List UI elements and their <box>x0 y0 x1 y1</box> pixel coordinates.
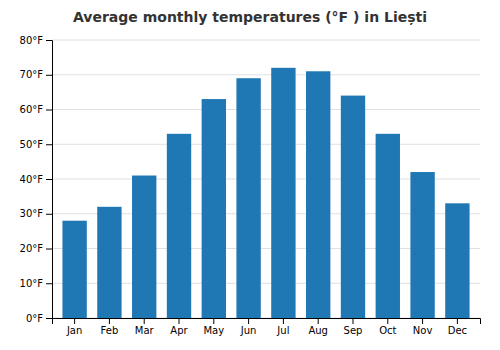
y-tick-mark <box>46 214 52 215</box>
y-tick-label: 80°F <box>20 35 44 46</box>
y-tick-label: 70°F <box>20 69 44 80</box>
bar <box>167 134 191 318</box>
bar <box>410 172 434 318</box>
x-tick: Mar <box>135 318 155 336</box>
x-tick-mark <box>283 318 284 324</box>
bar <box>236 78 260 318</box>
x-tick-mark <box>457 318 458 324</box>
x-tick-label: Apr <box>170 325 188 336</box>
x-tick-label: Jun <box>240 325 257 336</box>
y-tick: 10°F <box>20 278 52 289</box>
x-tick-mark <box>318 318 319 324</box>
y-tick-label: 0°F <box>26 313 43 324</box>
x-tick: Apr <box>170 318 188 336</box>
y-axis: 0°F 10°F 20°F 30°F 40°F 50°F 60°F 70°F 80°F <box>20 35 53 324</box>
x-tick-mark <box>109 318 110 324</box>
x-tick: Oct <box>379 318 396 336</box>
y-tick-mark <box>46 283 52 284</box>
bar <box>97 207 121 318</box>
x-tick-label: Mar <box>135 325 155 336</box>
x-tick: Aug <box>308 318 328 336</box>
x-tick-label: May <box>203 325 224 336</box>
y-tick: 30°F <box>20 208 52 219</box>
grid-line <box>52 74 480 75</box>
x-tick: Jan <box>66 318 82 336</box>
x-axis: Jan Feb Mar Apr May Jun Jul Aug Sep Oct Nov Dec <box>53 318 481 336</box>
x-tick: Dec <box>448 318 467 336</box>
x-tick-label: Aug <box>308 325 328 336</box>
bar <box>341 96 365 318</box>
y-tick: 0°F <box>26 313 52 324</box>
x-tick-mark <box>179 318 180 324</box>
y-tick-mark <box>46 318 52 319</box>
y-tick: 80°F <box>20 35 52 46</box>
y-tick-mark <box>46 144 52 145</box>
grid-line <box>52 109 480 110</box>
chart: 0°F 10°F 20°F 30°F 40°F 50°F 60°F 70°F 80°F Jan Fe… <box>0 0 500 350</box>
bar <box>132 176 156 318</box>
grid-line <box>52 144 480 145</box>
y-tick-label: 10°F <box>20 278 44 289</box>
y-tick: 50°F <box>20 139 52 150</box>
x-tick: Nov <box>413 318 433 336</box>
y-tick-label: 50°F <box>20 139 44 150</box>
bar <box>271 68 295 318</box>
plot: 0°F 10°F 20°F 30°F 40°F 50°F 60°F 70°F 80°F Jan Fe… <box>20 35 481 336</box>
y-tick-label: 30°F <box>20 208 44 219</box>
bar <box>445 203 469 318</box>
x-tick-mark <box>248 318 249 324</box>
y-tick-mark <box>46 249 52 250</box>
y-tick: 70°F <box>20 69 52 80</box>
x-tick-label: Oct <box>379 325 396 336</box>
y-tick-label: 60°F <box>20 104 44 115</box>
y-tick-mark <box>46 110 52 111</box>
x-tick-mark <box>74 318 75 324</box>
x-tick-mark <box>352 318 353 324</box>
x-tick-mark <box>387 318 388 324</box>
y-tick: 20°F <box>20 243 52 254</box>
x-tick: Jun <box>240 318 257 336</box>
x-tick: May <box>203 318 224 336</box>
axis-line <box>53 319 481 325</box>
axis-line <box>46 41 53 319</box>
title: Average monthly temperatures (°F ) in Li… <box>73 9 427 26</box>
x-tick-label: Feb <box>101 325 119 336</box>
x-tick-label: Nov <box>413 325 433 336</box>
bar <box>376 134 400 318</box>
y-tick-label: 20°F <box>20 243 44 254</box>
x-tick-mark <box>422 318 423 324</box>
x-tick-label: Dec <box>448 325 467 336</box>
x-tick-label: Sep <box>344 325 363 336</box>
x-tick: Jul <box>276 318 289 336</box>
y-tick: 40°F <box>20 174 52 185</box>
x-tick: Sep <box>344 318 363 336</box>
bar <box>306 71 330 318</box>
bars <box>62 68 469 318</box>
grid-line <box>52 40 480 41</box>
bar <box>62 221 86 318</box>
bar <box>202 99 226 318</box>
x-tick-mark <box>144 318 145 324</box>
y-tick: 60°F <box>20 104 52 115</box>
grid <box>52 40 480 318</box>
x-tick: Feb <box>101 318 119 336</box>
x-tick-label: Jul <box>276 325 289 336</box>
x-tick-mark <box>213 318 214 324</box>
y-tick-mark <box>46 40 52 41</box>
y-tick-mark <box>46 75 52 76</box>
x-tick-label: Jan <box>66 325 82 336</box>
y-tick-mark <box>46 179 52 180</box>
y-tick-label: 40°F <box>20 174 44 185</box>
